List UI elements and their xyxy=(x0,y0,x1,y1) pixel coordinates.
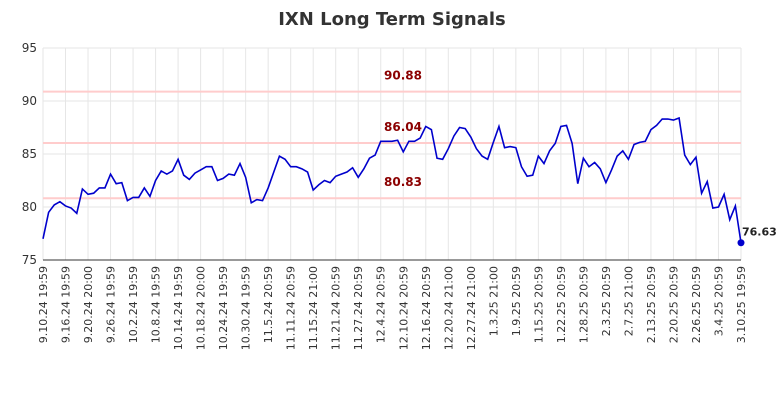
x-tick-label: 11.15.24 21:00 xyxy=(307,266,320,350)
y-tick-label: 80 xyxy=(22,200,37,214)
price-line xyxy=(42,116,742,243)
x-tick-label: 2.3.25 20:59 xyxy=(600,266,613,336)
x-tick-label: 1.15.25 20:59 xyxy=(532,266,545,343)
x-tick-label: 1.9.25 20:59 xyxy=(510,266,523,336)
signal-label: 90.88 xyxy=(384,69,422,83)
x-tick-label: 1.3.25 21:00 xyxy=(487,266,500,336)
x-tick-label: 10.2.24 19:59 xyxy=(127,266,140,343)
last-value-label: 76.63 xyxy=(742,226,777,239)
x-tick-label: 10.14.24 19:59 xyxy=(172,266,185,350)
x-tick-label: 11.5.24 20:59 xyxy=(262,266,275,343)
last-point xyxy=(737,239,745,247)
chart-title: IXN Long Term Signals xyxy=(278,9,506,30)
x-tick-label: 10.8.24 19:59 xyxy=(150,266,163,343)
x-tick-label: 12.4.24 20:59 xyxy=(375,266,388,343)
y-tick-label: 75 xyxy=(22,253,37,267)
x-tick-label: 2.13.25 20:59 xyxy=(645,266,658,343)
x-tick-label: 2.20.25 20:59 xyxy=(667,266,680,343)
x-tick-label: 9.26.24 19:59 xyxy=(105,266,118,343)
x-tick-label: 11.21.24 20:59 xyxy=(330,266,343,350)
x-tick-label: 10.24.24 19:59 xyxy=(217,266,230,350)
x-tick-label: 1.28.25 20:59 xyxy=(577,266,590,343)
x-tick-label: 10.18.24 20:00 xyxy=(195,266,208,350)
x-tick-label: 3.4.25 20:59 xyxy=(712,266,725,336)
y-tick-label: 90 xyxy=(22,94,37,108)
x-tick-label: 2.7.25 21:00 xyxy=(622,266,635,336)
signal-label: 80.83 xyxy=(384,175,422,189)
x-tick-label: 11.11.24 20:59 xyxy=(285,266,298,350)
x-tick-label: 2.26.25 20:59 xyxy=(690,266,703,343)
x-tick-label: 9.10.24 19:59 xyxy=(37,266,50,343)
signal-label: 86.04 xyxy=(384,120,422,134)
x-tick-label: 9.20.24 20:00 xyxy=(82,266,95,343)
x-tick-label: 12.16.24 20:59 xyxy=(420,266,433,350)
x-tick-label: 1.22.25 20:59 xyxy=(555,266,568,343)
x-tick-label: 11.27.24 20:59 xyxy=(352,266,365,350)
x-tick-label: 12.10.24 20:59 xyxy=(397,266,410,350)
x-tick-label: 3.10.25 19:59 xyxy=(735,266,748,343)
x-tick-label: 12.27.24 21:00 xyxy=(465,266,478,350)
y-tick-label: 85 xyxy=(22,147,37,161)
x-tick-label: 9.16.24 19:59 xyxy=(60,266,73,343)
x-tick-label: 12.20.24 21:00 xyxy=(442,266,455,350)
y-tick-label: 95 xyxy=(22,41,37,55)
x-tick-label: 10.30.24 19:59 xyxy=(240,266,253,350)
